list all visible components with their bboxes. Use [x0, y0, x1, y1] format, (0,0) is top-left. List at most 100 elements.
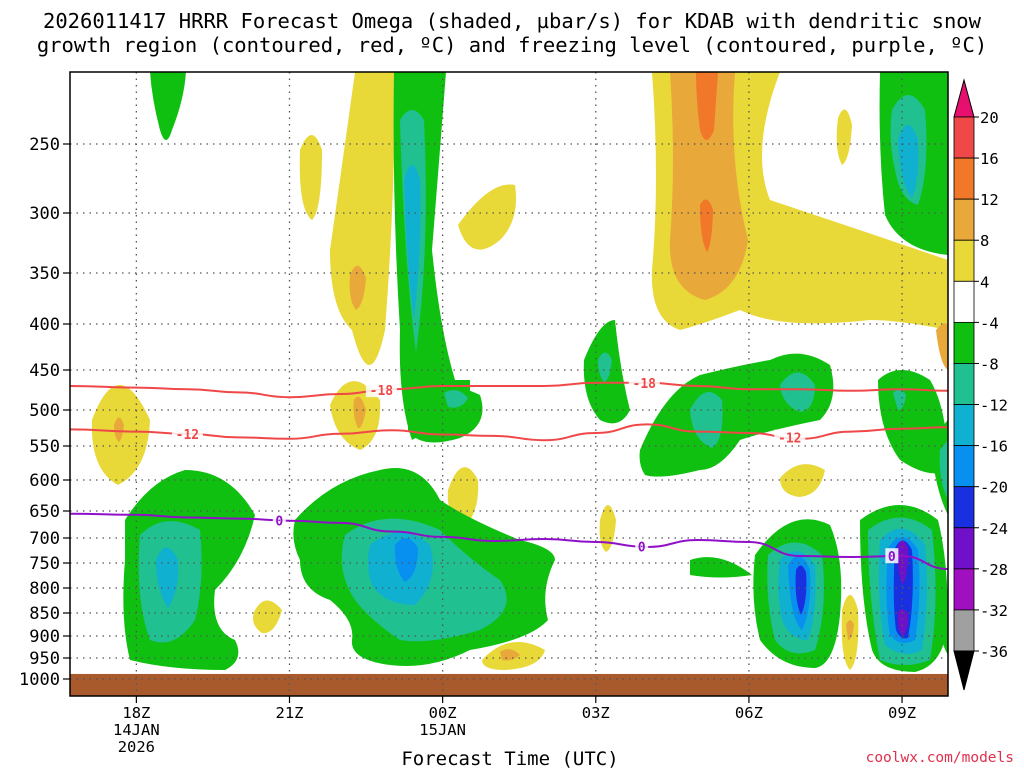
contour-label-bg [365, 382, 397, 398]
y-tick-label: 1000 [19, 670, 60, 690]
omega-pos-region [836, 109, 852, 165]
contour-label: 0 [275, 514, 283, 529]
y-tick-label: 250 [29, 135, 60, 155]
omega-neg-region [795, 565, 807, 615]
colorbar-swatch [953, 321, 975, 364]
omega-neg-region [598, 352, 612, 382]
x-tick-label: 06Z [735, 704, 763, 722]
omega-pos-region [599, 505, 616, 552]
colorbar-label: 4 [980, 273, 989, 291]
colorbar-top-arrow [953, 78, 975, 118]
x-tick-label: 09Z [888, 704, 916, 722]
colorbar-swatch [953, 486, 975, 529]
omega-neg-region [939, 590, 948, 655]
x-tick-label: 2026 [118, 738, 155, 756]
omega-pos-region [299, 135, 322, 220]
contour-line [69, 381, 949, 399]
omega-neg-region [690, 557, 752, 578]
omega-pos-region [330, 72, 395, 365]
colorbar-swatch [953, 157, 975, 200]
colorbar-label: -20 [980, 479, 1008, 497]
omega-pos-region [936, 323, 948, 370]
omega-neg-region [897, 609, 908, 636]
title-line1: 2026011417 HRRR Forecast Omega (shaded, … [43, 9, 982, 33]
y-tick-label: 700 [29, 529, 60, 549]
colorbar-bottom-arrow [953, 650, 975, 691]
y-axis: 250 300 350 400 450 500 550 600 650 700 750 800 850 9… [19, 135, 70, 690]
y-tick-label: 750 [29, 554, 60, 574]
omega-pos-region [253, 600, 282, 634]
colorbar-swatch [953, 527, 975, 570]
omega-neg-region [893, 389, 906, 410]
contour-label-bg [272, 512, 286, 528]
y-tick-label: 350 [29, 264, 60, 284]
colorbar-swatch [953, 280, 975, 323]
y-tick-label: 550 [29, 437, 60, 457]
colorbar-label: -24 [980, 520, 1008, 538]
omega-neg-region [690, 392, 723, 448]
contour-label: -18 [633, 377, 657, 392]
omega-neg-region [780, 372, 815, 412]
contour-lines: -18 -18 -12 -12 0 0 0 [69, 374, 949, 570]
colorbar-label: -28 [980, 561, 1008, 579]
y-tick-label: 300 [29, 204, 60, 224]
colorbar-swatch [953, 116, 975, 159]
omega-neg-region [404, 165, 421, 320]
y-tick-label: 500 [29, 401, 60, 421]
x-tick-label: 14JAN [113, 721, 160, 739]
contour-label-bg [171, 425, 203, 441]
omega-neg-region [930, 420, 948, 515]
contour-label: -12 [778, 432, 801, 447]
contour-label-bg [885, 548, 899, 564]
contour-label-bg [635, 538, 649, 554]
plot-area: -18 -18 -12 -12 0 0 0 [69, 71, 949, 697]
omega-pos-region [846, 620, 854, 640]
x-tick-label: 21Z [276, 704, 304, 722]
omega-neg-region [939, 440, 948, 500]
colorbar-label: 20 [980, 109, 999, 127]
title-line2: growth region (contoured, red, ºC) and f… [37, 33, 987, 57]
x-tick-label: 03Z [582, 704, 610, 722]
omega-pos-region [780, 464, 825, 497]
colorbar-label: -32 [980, 602, 1008, 620]
omega-shading [91, 72, 948, 672]
colorbar-label: -16 [980, 438, 1008, 456]
colorbar-label: -4 [980, 314, 999, 332]
omega-pos-region [700, 199, 713, 252]
contour-label: 0 [638, 541, 646, 556]
x-axis-title: Forecast Time (UTC) [401, 748, 618, 768]
omega-pos-region [669, 72, 748, 300]
colorbar-swatch [953, 198, 975, 241]
x-tick-label: 18Z [122, 704, 150, 722]
colorbar-label: -12 [980, 397, 1008, 415]
y-tick-label: 950 [29, 649, 60, 669]
ground-surface [70, 673, 948, 696]
omega-neg-region [898, 125, 919, 198]
y-tick-label: 900 [29, 627, 60, 647]
y-tick-label: 400 [29, 315, 60, 335]
colorbar-swatch [953, 568, 975, 611]
colorbar-swatch [953, 445, 975, 488]
colorbar-label: 12 [980, 191, 999, 209]
colorbar-swatch [953, 239, 975, 282]
y-tick-label: 800 [29, 579, 60, 599]
colorbar-swatch [953, 609, 975, 652]
credit-link[interactable]: coolwx.com/models [866, 750, 1014, 766]
contour-label-bg [774, 429, 806, 445]
contour-label: 0 [888, 550, 896, 565]
colorbar: 20 16 12 8 4 -4 -8 -12 -16 -20 -24 -28 -32 -36 [953, 78, 1008, 691]
contour-label-bg [628, 374, 660, 390]
omega-pos-region [349, 265, 366, 310]
plot-border [69, 71, 949, 697]
y-tick-label: 650 [29, 502, 60, 522]
colorbar-label: 16 [980, 150, 999, 168]
omega-pos-region [114, 417, 124, 442]
colorbar-swatch [953, 363, 975, 405]
colorbar-label: -36 [980, 643, 1008, 661]
x-tick-label: 15JAN [419, 721, 466, 739]
omega-pos-region [500, 649, 520, 661]
y-tick-label: 600 [29, 471, 60, 491]
omega-pos-region [696, 72, 718, 140]
